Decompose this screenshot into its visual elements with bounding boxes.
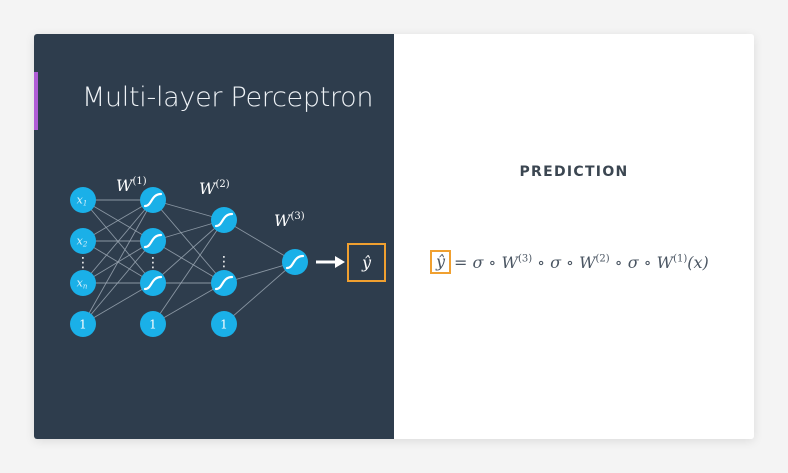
sigmoid-icon [143,275,163,291]
bias-label: 1 [79,317,87,331]
network-edge [152,219,225,284]
slide-title: Multi-layer Perceptron [82,82,374,113]
network-nodes [70,187,308,337]
bias-node [211,311,237,337]
right-panel: PREDICTION ŷ = σ ∘ W(3) ∘ σ ∘ W(2) ∘ σ ∘… [394,34,754,439]
sigmoid-icon [285,254,305,270]
network-labels: x1 x2 xn 1 1 1 ⋮ ⋮ ⋮ W(1) W(2) W(3) ŷ [76,176,386,331]
input-node [70,187,96,213]
network-edges [82,199,296,325]
sigmoid-icon [214,275,234,291]
ellipsis: ⋮ [217,254,231,270]
equation-y-hat: ŷ [430,250,452,274]
accent-bar [34,72,38,130]
network-edge [152,199,225,284]
ellipsis: ⋮ [76,255,90,271]
ellipsis: ⋮ [146,255,160,271]
input-label: xn [77,277,88,291]
sigmoid-icon [214,212,234,228]
bias-label: 1 [149,317,157,331]
input-label: x1 [77,194,88,208]
sigmoid-icon [143,233,163,249]
prediction-heading: PREDICTION [519,164,629,180]
sigmoid-icon [143,192,163,208]
network-edge [82,282,154,325]
left-panel: Multi-layer Perceptron x1 x2 xn 1 1 1 ⋮ ⋮ ⋮ W(1) W… [34,34,394,439]
input-node [70,270,96,296]
network-edge [152,282,225,325]
network-diagram: x1 x2 xn 1 1 1 ⋮ ⋮ ⋮ W(1) W(2) W(3) ŷ [70,176,386,337]
network-edge [223,219,296,263]
network-edge [82,199,154,325]
network-edge [152,240,225,284]
prediction-equation: ŷ = σ ∘ W(3) ∘ σ ∘ W(2) ∘ σ ∘ W(1)(x) [430,248,709,276]
weight-label-w2: W(2) [199,179,230,198]
network-edge [223,261,296,325]
right-arrow-icon [335,256,345,268]
weight-label-w3: W(3) [274,211,305,230]
bias-label: 1 [220,317,228,331]
output-y-hat: ŷ [361,253,372,272]
input-label: x2 [77,235,88,249]
weight-label-w1: W(1) [116,176,147,195]
bias-node [70,311,96,337]
equation-rhs: = σ ∘ W(3) ∘ σ ∘ W(2) ∘ σ ∘ W(1)(x) [454,252,709,272]
slide: Multi-layer Perceptron x1 x2 xn 1 1 1 ⋮ ⋮ ⋮ W(1) W… [34,34,754,439]
output-box [347,243,386,282]
network-edge [152,219,225,325]
network-edge [82,199,154,242]
input-node [70,228,96,254]
bias-node [140,311,166,337]
network-edge [82,199,154,284]
network-edge [82,240,154,325]
